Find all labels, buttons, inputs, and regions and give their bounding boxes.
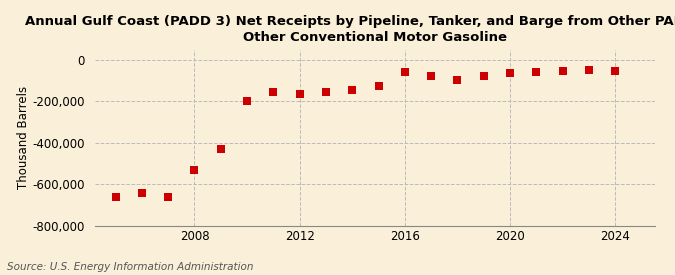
Point <box>163 194 173 199</box>
Title: Annual Gulf Coast (PADD 3) Net Receipts by Pipeline, Tanker, and Barge from Othe: Annual Gulf Coast (PADD 3) Net Receipts … <box>26 15 675 44</box>
Point <box>189 167 200 172</box>
Point <box>242 99 252 103</box>
Point <box>110 194 121 199</box>
Y-axis label: Thousand Barrels: Thousand Barrels <box>16 86 30 189</box>
Point <box>610 69 621 73</box>
Point <box>558 69 568 73</box>
Point <box>321 90 331 94</box>
Point <box>268 90 279 94</box>
Point <box>584 68 595 72</box>
Text: Source: U.S. Energy Information Administration: Source: U.S. Energy Information Administ… <box>7 262 253 272</box>
Point <box>531 70 542 75</box>
Point <box>136 191 147 196</box>
Point <box>400 70 410 75</box>
Point <box>479 74 489 79</box>
Point <box>505 71 516 76</box>
Point <box>215 147 226 151</box>
Point <box>294 92 305 96</box>
Point <box>426 74 437 79</box>
Point <box>373 84 384 88</box>
Point <box>452 77 463 82</box>
Point <box>347 88 358 92</box>
